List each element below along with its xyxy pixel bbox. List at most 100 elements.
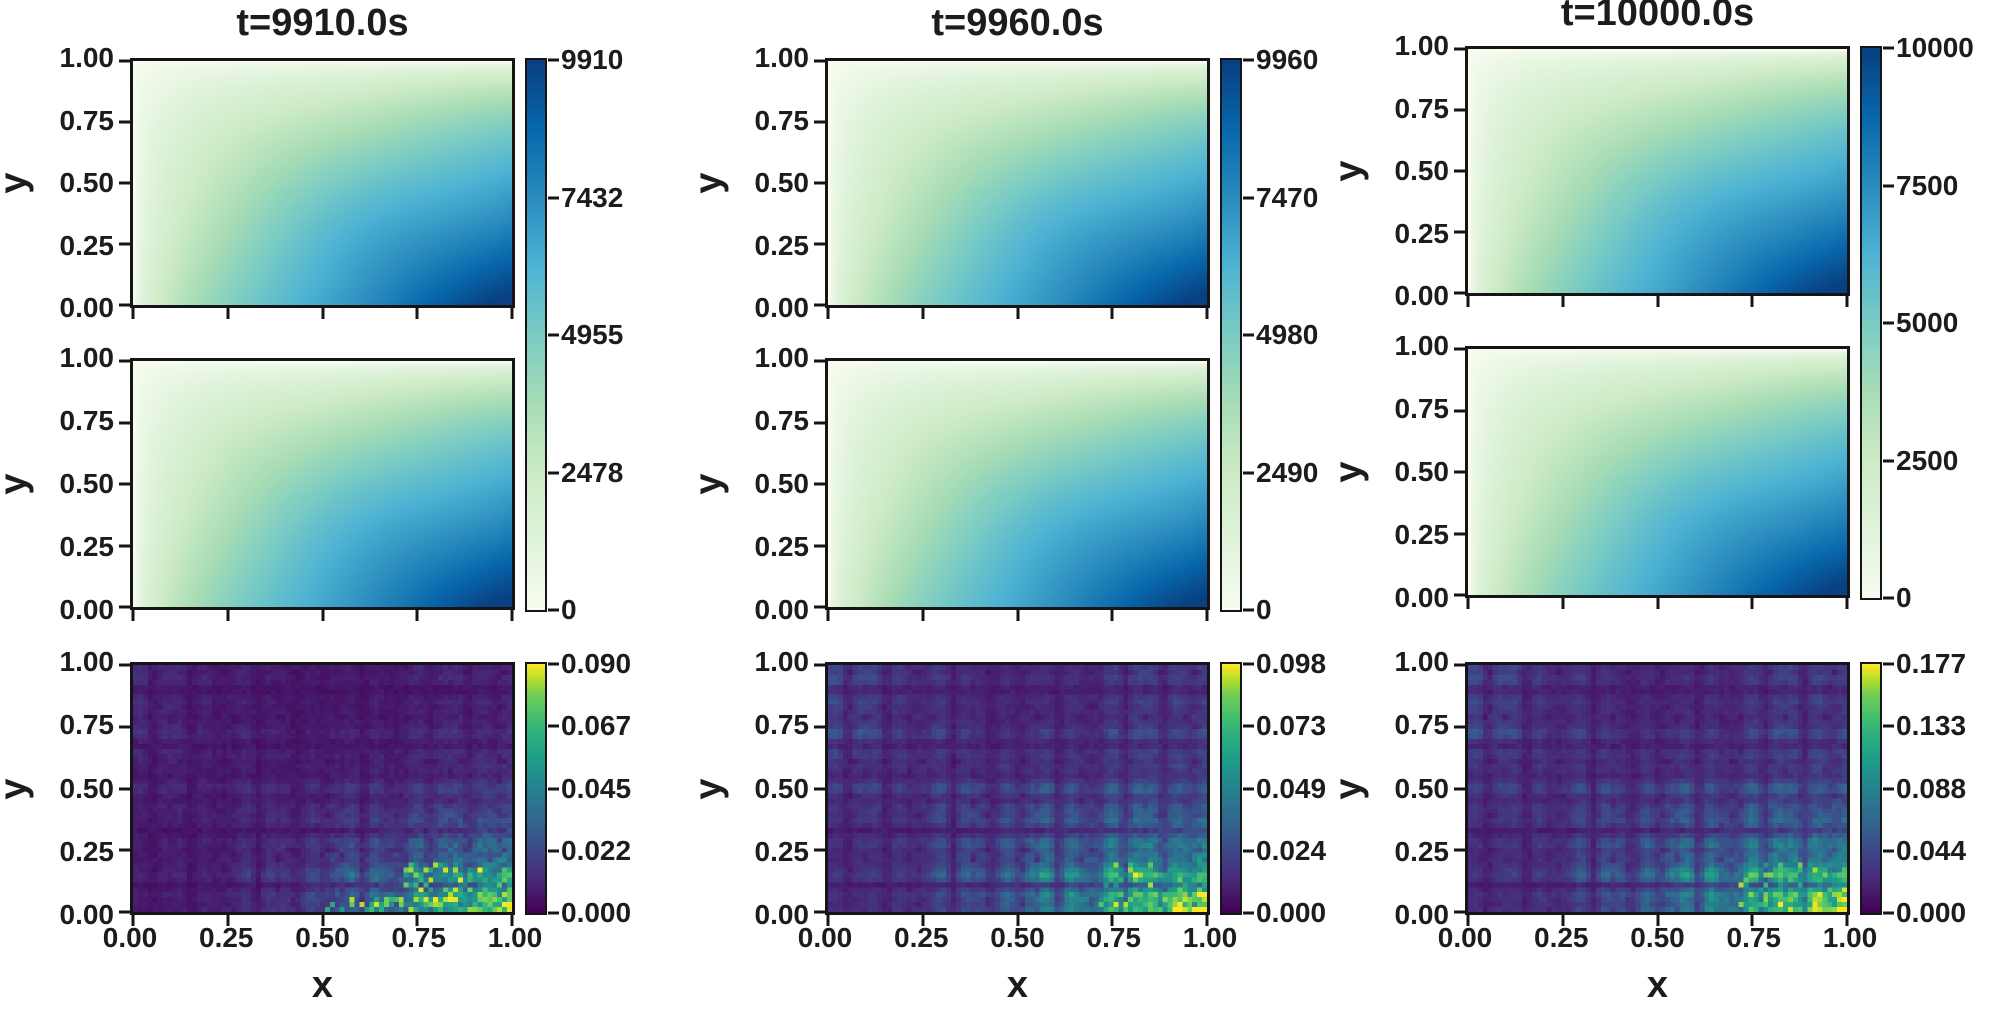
- x-axis-tick: [1845, 915, 1849, 926]
- colorbar-tick-label: 0: [561, 594, 577, 625]
- colorbar-tick-label: 2490: [1256, 456, 1319, 488]
- colorbar-tick-label: 0.044: [1896, 834, 1967, 866]
- field-heatmap-top: [814, 58, 1210, 319]
- x-axis-tick: [826, 610, 830, 621]
- colorbar-tick: [1883, 724, 1894, 728]
- colorbar-tick-label: 0.088: [1896, 772, 1967, 804]
- field-heatmap-top: [119, 58, 515, 319]
- subplot-column-2: t=9960.0s y 1.00 0.75 0.50 0.25 0.00 y 1.00 0…: [688, 0, 1360, 1013]
- x-axis-tick: [826, 915, 830, 926]
- colorbar-tick-label: 10000: [1896, 32, 1974, 63]
- colorbar-tick: [1883, 849, 1894, 853]
- x-tick-label: 0.75: [1726, 922, 1782, 953]
- y-axis-tick: [119, 663, 130, 667]
- error-colorbar: 0.177 0.133 0.088 0.044 0.000: [1860, 648, 1966, 928]
- y-tick-label: 0.00: [59, 899, 115, 930]
- x-tick-labels: 0.00 0.25 0.50 0.75 1.00: [1438, 922, 1878, 962]
- x-axis-tick: [1466, 915, 1470, 926]
- field-colorbar: 9960 7470 4980 2490 0: [1220, 44, 1318, 625]
- y-tick-label: 0.50: [754, 772, 810, 804]
- colorbar-tick-label: 0.024: [1256, 834, 1327, 866]
- x-tick-label: 0.00: [1437, 922, 1493, 953]
- colorbar-tick-label: 0.090: [561, 648, 632, 679]
- colorbar-tick: [548, 787, 559, 790]
- y-tick-label: 0.00: [754, 899, 810, 930]
- x-tick-label: 0.25: [1534, 922, 1589, 953]
- field-heatmap-middle: [1454, 346, 1850, 609]
- y-axis-tick: [1454, 230, 1465, 234]
- colorbar-tick: [1243, 196, 1254, 199]
- y-tick-label: 0.25: [59, 835, 115, 867]
- colorbar-tick-label: 0: [1256, 594, 1272, 625]
- y-tick-label: 1.00: [754, 342, 810, 373]
- y-axis-tick: [814, 544, 825, 547]
- y-tick-labels: 1.00 0.75 0.50 0.25 0.00: [24, 646, 118, 930]
- y-tick-label: 0.00: [754, 292, 810, 323]
- y-axis-tick: [1454, 409, 1465, 412]
- y-tick-label: 0.75: [754, 709, 810, 741]
- y-axis-tick: [119, 848, 130, 852]
- field-heatmap-canvas: [1468, 349, 1847, 595]
- y-tick-labels: 1.00 0.75 0.50 0.25 0.00: [24, 342, 118, 625]
- x-axis-label: x: [1646, 964, 1669, 1006]
- x-axis-tick: [1205, 915, 1209, 926]
- y-axis-tick: [814, 725, 825, 729]
- x-axis-tick: [510, 610, 514, 621]
- y-tick-label: 0.50: [754, 167, 810, 198]
- field-row-top: y 1.000.750.500.250.00: [0, 42, 665, 323]
- colorbar-tick-label: 0.098: [1256, 648, 1327, 679]
- y-axis-tick: [119, 59, 130, 63]
- colorbar-tick-label: 2500: [1896, 444, 1959, 476]
- x-tick-label: 0.50: [1630, 922, 1685, 953]
- x-tick-labels: 0.00 0.25 0.50 0.75 1.00: [103, 922, 543, 962]
- field-heatmap-canvas: [133, 361, 512, 607]
- colorbar-tick-label: 9910: [561, 44, 624, 75]
- field-colorbar: 9910 7432 4955 2478 0: [525, 44, 623, 625]
- x-axis-tick: [1110, 308, 1114, 319]
- y-tick-label: 0.25: [1394, 519, 1450, 550]
- x-axis-tick: [226, 915, 230, 926]
- y-axis-tick: [1454, 108, 1465, 112]
- field-colorbar-tick-labels: 9960 7470 4980 2490 0: [1256, 44, 1396, 625]
- subplot-column-3: t=10000.0s y 1.00 0.75 0.50 0.25 0.00 y 1.00…: [1328, 0, 2000, 1013]
- x-axis-tick: [1845, 598, 1849, 609]
- y-axis-tick: [119, 725, 130, 729]
- x-axis-tick: [131, 308, 135, 319]
- y-tick-label: 0.25: [59, 531, 115, 562]
- colorbar-tick: [1883, 184, 1894, 187]
- subplot-title: t=9910.0s: [236, 2, 409, 44]
- x-tick-label: 0.00: [102, 922, 158, 953]
- x-axis-label: x: [1006, 964, 1029, 1006]
- x-axis-tick: [131, 610, 135, 621]
- x-axis-tick: [131, 915, 135, 926]
- x-axis-tick: [415, 308, 419, 319]
- colorbar-tick-label: 2478: [561, 456, 624, 488]
- colorbar-tick-label: 0.000: [1256, 897, 1327, 928]
- y-axis-tick: [1454, 910, 1465, 914]
- error-colorbar-tick-labels: 0.098 0.073 0.049 0.024 0.000: [1256, 648, 1396, 928]
- colorbar-tick: [548, 849, 559, 853]
- y-tick-label: 0.00: [59, 594, 115, 625]
- x-axis-tick: [1656, 598, 1659, 609]
- y-tick-label: 0.75: [59, 405, 115, 436]
- y-tick-label: 0.75: [1394, 709, 1450, 741]
- y-axis-tick: [814, 848, 825, 852]
- error-colorbar: 0.098 0.073 0.049 0.024 0.000: [1220, 648, 1326, 928]
- y-tick-label: 0.25: [754, 531, 810, 562]
- x-axis-tick: [415, 610, 419, 621]
- y-tick-label: 1.00: [59, 342, 115, 373]
- colorbar-tick-label: 0.067: [561, 710, 632, 742]
- x-axis-tick: [921, 915, 925, 926]
- field-colorbar-tick-labels: 10000 7500 5000 2500 0: [1896, 32, 2000, 613]
- y-axis-tick: [1454, 532, 1465, 535]
- x-axis-tick: [1205, 610, 1209, 621]
- error-colorbar-tick-labels: 0.177 0.133 0.088 0.044 0.000: [1896, 648, 2000, 928]
- y-axis-tick: [1454, 169, 1465, 173]
- y-tick-label: 1.00: [754, 42, 810, 73]
- y-tick-label: 0.25: [1394, 835, 1450, 867]
- y-tick-labels: 1.00 0.75 0.50 0.25 0.00: [24, 42, 118, 323]
